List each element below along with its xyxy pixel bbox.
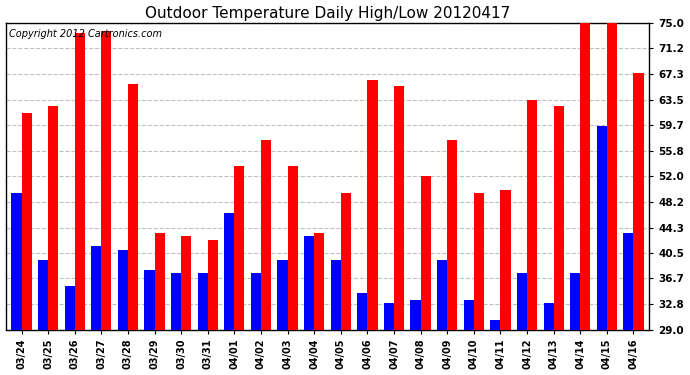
Bar — [411, 300, 421, 330]
Bar — [553, 106, 564, 330]
Bar — [12, 193, 21, 330]
Bar — [570, 273, 580, 330]
Bar — [607, 13, 617, 330]
Bar — [91, 246, 101, 330]
Bar — [155, 233, 165, 330]
Bar — [224, 213, 235, 330]
Bar — [75, 33, 85, 330]
Bar — [580, 20, 591, 330]
Bar — [357, 293, 367, 330]
Bar — [208, 240, 218, 330]
Bar — [421, 177, 431, 330]
Bar — [118, 250, 128, 330]
Bar — [288, 166, 297, 330]
Bar — [517, 273, 527, 330]
Bar — [38, 260, 48, 330]
Bar — [251, 273, 261, 330]
Bar — [277, 260, 288, 330]
Text: Copyright 2012 Cartronics.com: Copyright 2012 Cartronics.com — [9, 29, 161, 39]
Bar — [314, 233, 324, 330]
Bar — [21, 113, 32, 330]
Bar — [341, 193, 351, 330]
Bar — [500, 190, 511, 330]
Bar — [235, 166, 244, 330]
Bar — [527, 100, 537, 330]
Bar — [197, 273, 208, 330]
Bar — [48, 106, 58, 330]
Bar — [544, 303, 553, 330]
Bar — [304, 237, 314, 330]
Bar — [367, 80, 377, 330]
Bar — [171, 273, 181, 330]
Bar — [474, 193, 484, 330]
Bar — [65, 286, 75, 330]
Bar — [633, 73, 644, 330]
Bar — [491, 320, 500, 330]
Bar — [144, 270, 155, 330]
Bar — [181, 237, 191, 330]
Bar — [128, 84, 138, 330]
Bar — [464, 300, 474, 330]
Bar — [261, 140, 271, 330]
Bar — [623, 233, 633, 330]
Bar — [331, 260, 341, 330]
Bar — [597, 126, 607, 330]
Title: Outdoor Temperature Daily High/Low 20120417: Outdoor Temperature Daily High/Low 20120… — [145, 6, 510, 21]
Bar — [394, 87, 404, 330]
Bar — [101, 31, 112, 330]
Bar — [447, 140, 457, 330]
Bar — [437, 260, 447, 330]
Bar — [384, 303, 394, 330]
